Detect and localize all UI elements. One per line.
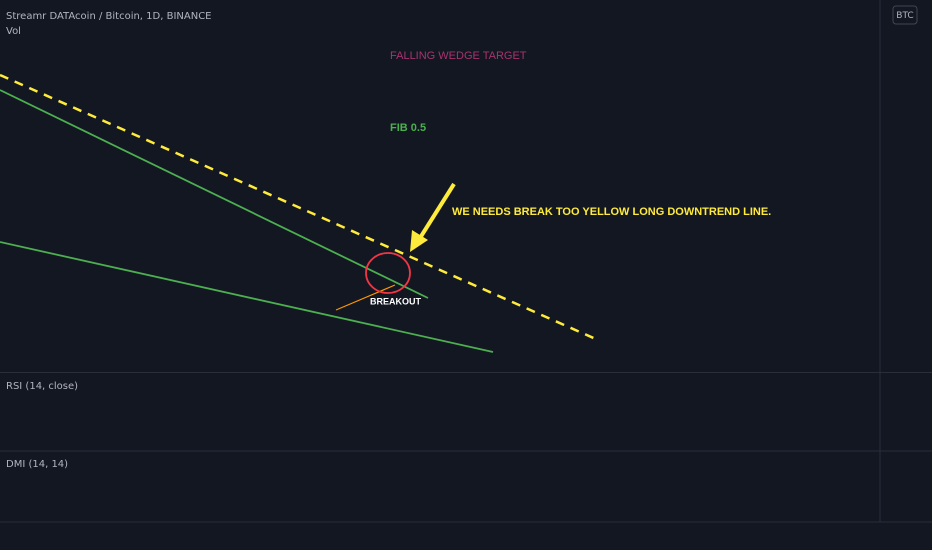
drawings: FALLING WEDGE TARGET FIB 0.5 WE NEEDS BR… <box>0 50 771 353</box>
frame: Streamr DATAcoin / Bitcoin, 1D, BINANCE … <box>0 0 932 523</box>
support-line <box>335 284 396 311</box>
arrow-shaft <box>418 182 456 240</box>
breakout-circle <box>365 252 411 294</box>
annotation: FIB 0.5 <box>390 122 426 134</box>
pane-title: DMI (14, 14) <box>6 459 68 470</box>
wedge-lower <box>0 241 494 353</box>
volume-label: Vol <box>6 26 21 37</box>
annotation: FALLING WEDGE TARGET <box>390 50 527 62</box>
currency-box[interactable] <box>892 5 918 25</box>
wedge-upper <box>0 89 429 299</box>
chart-title: Streamr DATAcoin / Bitcoin, 1D, BINANCE <box>6 11 212 22</box>
downtrend-line <box>0 73 599 342</box>
pane-title: RSI (14, close) <box>6 381 78 392</box>
currency[interactable]: BTC <box>896 11 913 21</box>
arrow-head <box>410 230 428 252</box>
annotation: BREAKOUT <box>370 296 422 306</box>
annotation: WE NEEDS BREAK TOO YELLOW LONG DOWNTREND… <box>452 206 771 218</box>
